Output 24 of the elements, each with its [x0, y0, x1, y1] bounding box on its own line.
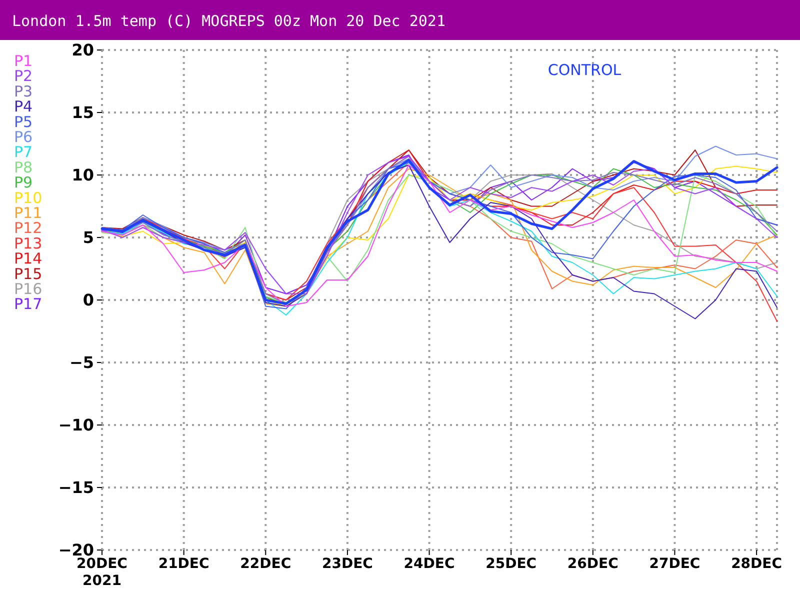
x-tick-label: 21DEC: [158, 556, 210, 572]
text: CONTROL: [548, 61, 622, 79]
y-tick-label: 5: [82, 228, 94, 248]
text: P17: [14, 295, 42, 314]
x-tick-label: 24DEC: [404, 556, 455, 572]
y-tick-label: −15: [58, 478, 94, 498]
text: P11: [14, 204, 42, 222]
y-tick-label: −5: [69, 353, 94, 372]
text: P16: [14, 280, 42, 298]
x-tick-label: 20DEC 2021: [76, 556, 128, 589]
x-tick-label: 28DEC: [731, 556, 782, 572]
x-tick-label: 22DEC: [240, 556, 292, 572]
y-tick-label: −10: [58, 416, 94, 435]
text: P6: [14, 128, 33, 146]
x-tick-label: 23DEC: [322, 556, 373, 572]
chart-title: London 1.5m temp (C) MOGREPS 00z Mon 20 Dec 2021: [12, 12, 446, 30]
y-tick-label: 0: [82, 290, 94, 310]
x-tick-label: 25DEC: [486, 556, 537, 572]
y-tick-label: 10: [72, 166, 94, 185]
y-tick-label: 20: [72, 40, 94, 60]
x-tick-label: 26DEC: [567, 556, 618, 572]
y-tick-label: 15: [72, 103, 94, 122]
text: P1: [14, 52, 33, 70]
x-tick-label: 27DEC: [649, 556, 700, 572]
